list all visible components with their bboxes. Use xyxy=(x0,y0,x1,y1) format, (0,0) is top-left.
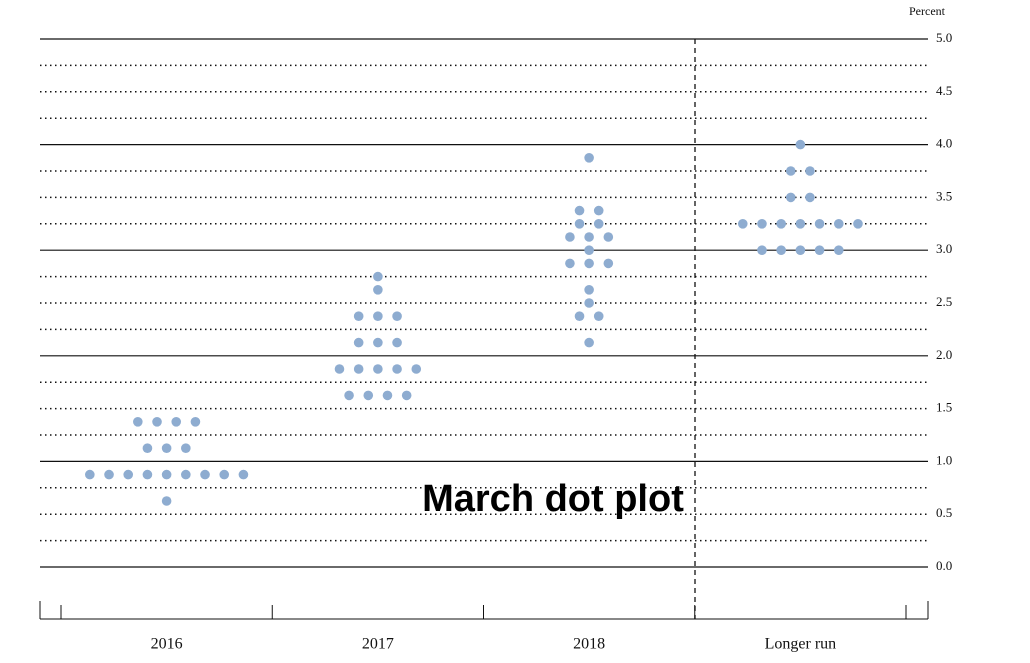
dot xyxy=(171,417,182,427)
dot xyxy=(565,232,575,242)
dot xyxy=(181,469,191,480)
x-tick-label: Longer run xyxy=(765,636,837,653)
dot xyxy=(353,311,364,322)
dot xyxy=(776,245,786,255)
y-tick-label: 4.5 xyxy=(936,83,952,98)
dot xyxy=(104,469,114,480)
dot xyxy=(584,245,594,255)
dot xyxy=(757,219,767,229)
y-tick-label: 0.0 xyxy=(936,558,952,573)
dot xyxy=(373,364,383,374)
dot xyxy=(344,390,354,401)
dot xyxy=(353,337,364,348)
dot xyxy=(334,364,345,374)
dot xyxy=(584,153,594,163)
x-tick-label: 2018 xyxy=(573,636,605,653)
y-tick-label: 3.0 xyxy=(936,241,952,256)
dot xyxy=(200,469,210,480)
dot xyxy=(152,417,162,427)
dot xyxy=(593,205,604,216)
dot xyxy=(833,245,844,255)
dot xyxy=(133,417,143,427)
y-tick-label: 3.5 xyxy=(936,188,952,203)
dot xyxy=(785,166,796,176)
dot xyxy=(584,232,594,242)
dot xyxy=(574,219,585,229)
dot xyxy=(584,337,594,348)
dot xyxy=(814,219,825,229)
dot xyxy=(392,337,402,348)
dot xyxy=(219,469,230,480)
dot xyxy=(161,496,172,506)
dot xyxy=(190,417,201,427)
dot xyxy=(161,469,172,480)
dot xyxy=(603,258,614,269)
dot xyxy=(593,219,604,229)
dot xyxy=(603,232,614,242)
dot xyxy=(181,443,191,454)
dot xyxy=(238,469,249,480)
dot xyxy=(353,364,364,374)
dot xyxy=(814,245,825,255)
dot xyxy=(776,219,786,229)
annotation: March dot plot xyxy=(422,478,684,520)
y-tick-label: 2.0 xyxy=(936,347,952,362)
dot xyxy=(392,311,402,322)
dot xyxy=(363,390,374,401)
dot xyxy=(411,364,422,374)
dot xyxy=(142,443,153,454)
y-axis-label: Percent xyxy=(909,4,946,18)
dot xyxy=(805,166,815,176)
dot xyxy=(565,258,575,269)
dot xyxy=(392,364,402,374)
dot xyxy=(833,219,844,229)
y-tick-label: 2.5 xyxy=(936,294,952,309)
dot xyxy=(161,443,172,454)
dot xyxy=(142,469,153,480)
dot xyxy=(795,219,806,229)
dot xyxy=(373,337,383,348)
dot xyxy=(373,285,383,295)
dot xyxy=(373,311,383,322)
dot xyxy=(584,258,594,269)
dot xyxy=(795,245,806,255)
y-tick-label: 0.5 xyxy=(936,505,952,520)
y-tick-label: 1.0 xyxy=(936,452,952,467)
y-tick-label: 4.0 xyxy=(936,136,952,151)
dot xyxy=(123,469,134,480)
dot xyxy=(85,469,95,480)
dot xyxy=(574,311,585,322)
dot xyxy=(737,219,748,229)
dot xyxy=(574,205,585,216)
dot xyxy=(401,390,412,401)
x-tick-label: 2017 xyxy=(362,636,394,653)
dot xyxy=(785,192,796,203)
dot xyxy=(795,139,806,150)
y-tick-label: 5.0 xyxy=(936,30,952,45)
dot xyxy=(805,192,815,203)
dot xyxy=(373,271,383,282)
dot xyxy=(757,245,767,255)
dot xyxy=(853,219,863,229)
dot xyxy=(593,311,604,322)
dot xyxy=(584,298,594,308)
dot xyxy=(584,285,594,295)
dot xyxy=(382,390,393,401)
x-tick-label: 2016 xyxy=(151,636,183,653)
y-tick-label: 1.5 xyxy=(936,400,952,415)
